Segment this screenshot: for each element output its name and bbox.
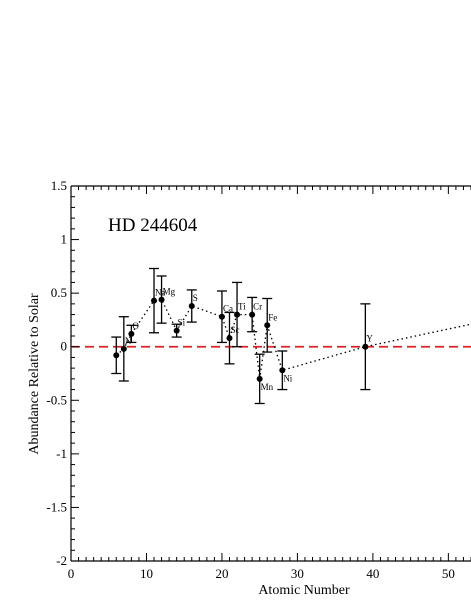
- x-tick-label: 40: [366, 566, 379, 581]
- x-tick-label: 30: [291, 566, 304, 581]
- data-point: [226, 335, 233, 342]
- data-point: [151, 297, 158, 304]
- element-label: Mg: [163, 287, 176, 297]
- element-label: O: [132, 321, 139, 331]
- element-label: Mn: [261, 382, 274, 392]
- data-point: [218, 313, 225, 320]
- data-points: [113, 296, 369, 382]
- data-point: [120, 345, 127, 352]
- element-label: Si: [178, 318, 186, 328]
- data-point: [234, 311, 241, 318]
- y-tick-label: 0.5: [51, 285, 67, 300]
- y-tick-label: -1.5: [46, 499, 67, 514]
- element-label: Ni: [283, 373, 292, 383]
- element-label: Fe: [268, 312, 277, 322]
- y-tick-label: 1.5: [51, 178, 67, 193]
- y-tick-label: -0.5: [46, 392, 67, 407]
- element-label: Na: [155, 288, 166, 298]
- trend-line: [115, 298, 471, 379]
- y-axis-label: Abundance Relative to Solar: [27, 293, 42, 455]
- element-label: Ti: [238, 302, 246, 312]
- data-point: [188, 303, 195, 309]
- data-point: [173, 327, 180, 334]
- element-label: Y: [366, 334, 373, 344]
- element-label: Sc: [230, 325, 239, 335]
- chart-title: HD 244604: [108, 215, 198, 236]
- error-bars: [111, 267, 371, 405]
- data-point: [158, 296, 165, 303]
- element-label: N: [125, 336, 132, 346]
- x-tick-label: 0: [68, 566, 75, 581]
- data-point: [264, 322, 271, 329]
- x-tick-label: 50: [442, 566, 455, 581]
- x-tick-label: 10: [140, 566, 153, 581]
- data-point: [256, 375, 263, 382]
- data-point: [249, 311, 256, 318]
- dotted-connector: [115, 298, 471, 379]
- element-label: Ca: [223, 304, 233, 314]
- data-point: [128, 330, 135, 337]
- y-tick-label: 0: [61, 339, 68, 354]
- x-axis-label: Atomic Number: [258, 583, 350, 598]
- y-tick-label: -1: [56, 446, 67, 461]
- y-tick-label: 1: [61, 232, 68, 247]
- element-label: Cr: [253, 302, 262, 312]
- data-point: [362, 343, 369, 350]
- y-tick-label: -2: [56, 553, 67, 568]
- data-point: [279, 367, 286, 374]
- x-tick-label: 20: [215, 566, 228, 581]
- data-point: [113, 352, 120, 359]
- axes: [70, 185, 471, 562]
- ticks: 0 10 20 30 40 50 -2 -1.5 -1 -0.5 0 0.5 1 1.5: [46, 178, 471, 581]
- element-label: S: [193, 293, 198, 303]
